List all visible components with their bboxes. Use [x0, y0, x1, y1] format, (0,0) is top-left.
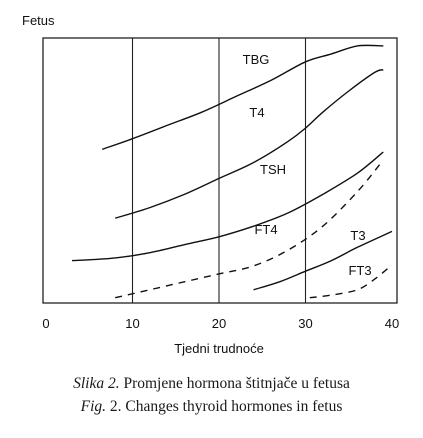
series-line-t3 [253, 230, 393, 291]
plot-frame [42, 37, 398, 304]
figure-caption-english: Fig. 2. Changes thyroid hormones in fetu… [0, 398, 423, 416]
series-line-ft4 [115, 159, 384, 299]
series-label-t4: T4 [249, 105, 264, 120]
x-tick-label-30: 30 [298, 316, 312, 331]
series-label-tbg: TBG [243, 52, 270, 67]
figure-caption-croatian: Slika 2. Promjene hormona štitnjače u fe… [0, 375, 423, 393]
series-line-tsh [71, 151, 384, 262]
x-tick-label-10: 10 [125, 316, 139, 331]
x-axis-label: Tjedni trudnoće [174, 341, 264, 356]
x-tick-label-0: 0 [42, 316, 49, 331]
caption-text-english: 2. Changes thyroid hormones in fetus [106, 398, 343, 415]
grid-layer [131, 38, 307, 303]
series-label-ft3: FT3 [348, 263, 371, 278]
series-label-ft4: FT4 [254, 222, 277, 237]
label-layer: TBG T4 TSH FT4 T3 FT3 [243, 52, 372, 278]
series-label-tsh: TSH [260, 162, 286, 177]
caption-text-croatian: Promjene hormona štitnjače u fetusa [119, 375, 350, 392]
x-tick-label-20: 20 [212, 316, 226, 331]
series-label-t3: T3 [350, 228, 365, 243]
series-line-tbg [101, 44, 384, 150]
series-line-ft3 [309, 268, 389, 299]
caption-label-croatian: Slika 2. [73, 375, 120, 392]
series-line-t4 [114, 69, 384, 219]
chart-svg: Fetus TBG T4 TSH FT4 T3 FT3 0 10 20 30 40 Tjedni … [22, 13, 399, 356]
caption-label-english: Fig. [80, 398, 107, 415]
tick-layer: 0 10 20 30 40 [42, 316, 399, 331]
chart-title: Fetus [22, 13, 55, 28]
series-layer [71, 44, 393, 299]
x-tick-label-40: 40 [385, 316, 399, 331]
